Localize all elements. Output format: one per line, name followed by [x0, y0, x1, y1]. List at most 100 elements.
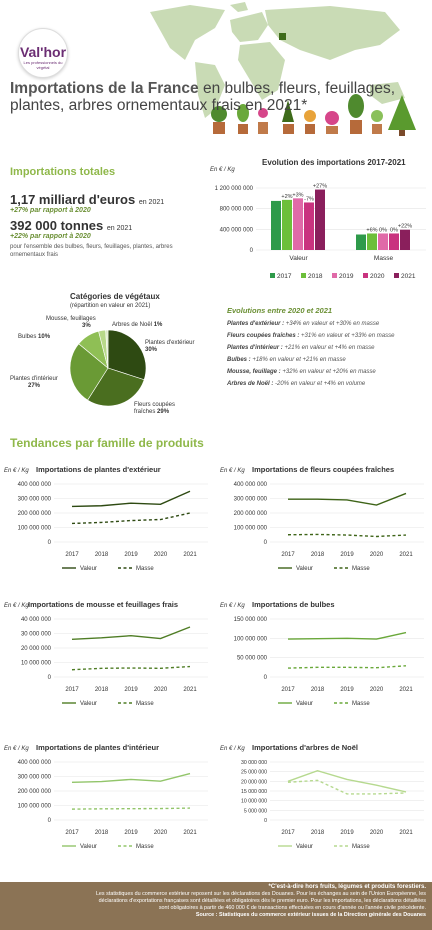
line-ytick: 200 000 000 [18, 511, 52, 517]
line-xtick: 2021 [183, 830, 197, 836]
line-xtick: 2019 [340, 830, 354, 836]
line-chart-title: Importations de bulbes [252, 600, 335, 609]
line-ytick: 100 000 000 [18, 526, 52, 532]
line-xtick: 2021 [399, 552, 413, 558]
line-xtick: 2019 [124, 830, 138, 836]
bar-legend-label: 2019 [339, 273, 354, 280]
logo-name: Val'hor [19, 44, 67, 60]
line-ytick: 400 000 000 [18, 482, 52, 488]
hero-banner [150, 2, 416, 136]
evolutions-list: Plantes d'extérieur : +34% en valeur et … [227, 320, 427, 392]
evolution-item-text: +34% en valeur et +30% en masse [284, 321, 380, 327]
line-ytick: 150 000 000 [234, 617, 268, 623]
footer-notes: *C'est-à-dire hors fruits, légumes et pr… [0, 882, 432, 930]
bar-2020-Valeur [304, 202, 314, 250]
line-chart-unit: En € / Kg [4, 746, 29, 752]
bar-2019-Valeur [293, 198, 303, 250]
bar-annotation: -7% [304, 196, 314, 202]
bar-category-label: Masse [374, 255, 394, 262]
bar-ytick: 800 000 000 [220, 207, 254, 213]
bar-legend-swatch [301, 273, 306, 278]
line-chart-plantes-exterieur: En € / Kg Importations de plantes d'extér… [4, 465, 208, 572]
line-xtick: 2020 [370, 830, 384, 836]
line-xtick: 2018 [311, 830, 325, 836]
logo-tagline: Les professionnels du végétal [23, 60, 63, 70]
bar-annotation: +22% [398, 224, 412, 230]
bar-legend-label: 2017 [277, 273, 292, 280]
line-chart-title: Importations de mousse et feuillages fra… [28, 600, 178, 609]
totals-scope: pour l'ensemble des bulbes, fleurs, feui… [10, 244, 173, 258]
line-chart-title: Importations de plantes d'intérieur [36, 743, 159, 752]
bar-2021-Valeur [315, 189, 325, 250]
pie-label: Mousse, feuillages 3% [46, 316, 96, 329]
bar-annotation: 0% [379, 227, 387, 233]
bar-legend-swatch [394, 273, 399, 278]
line-ytick: 20 000 000 [241, 779, 267, 785]
pie-slice-0 [107, 329, 147, 381]
line-ytick: 0 [48, 818, 52, 824]
line-chart-fleurs-coupees: En € / Kg Importations de fleurs coupées … [220, 465, 424, 572]
totals-block: 1,17 milliard d'euros en 2021 +27% par r… [10, 192, 210, 259]
evolution-item-text: -20% en valeur et +4% en volume [273, 381, 366, 387]
footer-line-4: sont obligatoires à partir de 460 000 € … [158, 905, 426, 911]
line-xtick: 2018 [95, 687, 109, 693]
line-chart-title: Importations de fleurs coupées fraîches [252, 465, 394, 474]
bar-2018-Valeur [282, 199, 292, 250]
evolution-item-3: Bulbes : +18% en valeur et +21% en masse [227, 356, 427, 364]
line-series-Valeur [287, 631, 407, 640]
footer-line-3: déclarations d'exportations françaises s… [98, 898, 426, 904]
bar-2019-Masse [378, 233, 388, 250]
line-legend-label: Valeur [296, 566, 313, 572]
line-ytick: 30 000 000 [241, 760, 267, 766]
line-legend-label: Valeur [296, 701, 313, 707]
line-xtick: 2020 [370, 552, 384, 558]
line-legend-label: Masse [352, 701, 370, 707]
line-ytick: 0 [264, 540, 268, 546]
line-legend-label: Valeur [80, 566, 97, 572]
totals-heading: Importations totales [10, 166, 116, 178]
bar-annotation: +6% [366, 227, 377, 233]
line-xtick: 2019 [124, 687, 138, 693]
line-ytick: 0 [264, 818, 267, 824]
page-title: Importations de la France en bulbes, fle… [10, 80, 430, 114]
evolution-item-text: +21% en valeur et +4% en masse [282, 345, 375, 351]
pie-label: Bulbes 10% [18, 334, 51, 340]
total-mass-change: +22% par rapport à 2020 [10, 233, 91, 240]
footer-line-2: Les statistiques du commerce extérieur r… [95, 891, 426, 897]
line-xtick: 2020 [154, 687, 168, 693]
bar-legend-swatch [363, 273, 368, 278]
line-ytick: 5 000 000 [244, 808, 267, 814]
bar-legend-label: 2021 [401, 273, 416, 280]
line-ytick: 100 000 000 [234, 526, 268, 532]
line-xtick: 2018 [95, 552, 109, 558]
line-chart-unit: En € / Kg [220, 468, 245, 474]
line-legend-label: Valeur [80, 701, 97, 707]
footer-line-1: *C'est-à-dire hors fruits, légumes et pr… [268, 884, 426, 890]
line-chart-title: Importations de plantes d'extérieur [36, 465, 161, 474]
line-xtick: 2017 [281, 830, 295, 836]
bar-2018-Masse [367, 233, 377, 250]
line-ytick: 30 000 000 [21, 632, 52, 638]
line-series-Valeur [71, 490, 191, 508]
line-series-Valeur [71, 626, 191, 640]
line-ytick: 300 000 000 [18, 775, 52, 781]
bar-legend-swatch [332, 273, 337, 278]
page-title-bold: Importations de la France [10, 80, 199, 97]
line-xtick: 2021 [399, 830, 413, 836]
line-ytick: 25 000 000 [241, 770, 267, 776]
line-ytick: 20 000 000 [21, 646, 52, 652]
line-chart-unit: En € / Kg [4, 468, 29, 474]
bar-annotation: +3% [292, 192, 303, 198]
line-ytick: 200 000 000 [234, 511, 268, 517]
world-map-illustration [150, 2, 405, 118]
bar-2017-Valeur [271, 200, 281, 250]
bar-category-label: Valeur [289, 255, 308, 262]
bar-ytick: 1 200 000 000 [215, 186, 254, 192]
total-mass-amount: 392 000 tonnes [10, 218, 104, 233]
line-xtick: 2017 [65, 552, 79, 558]
france-highlight [279, 33, 286, 40]
pie-subtitle: (répartition en valeur en 2021) [70, 303, 151, 309]
evolution-item-4: Mousse, feuillage : +32% en valeur et +2… [227, 368, 427, 376]
line-xtick: 2020 [154, 552, 168, 558]
